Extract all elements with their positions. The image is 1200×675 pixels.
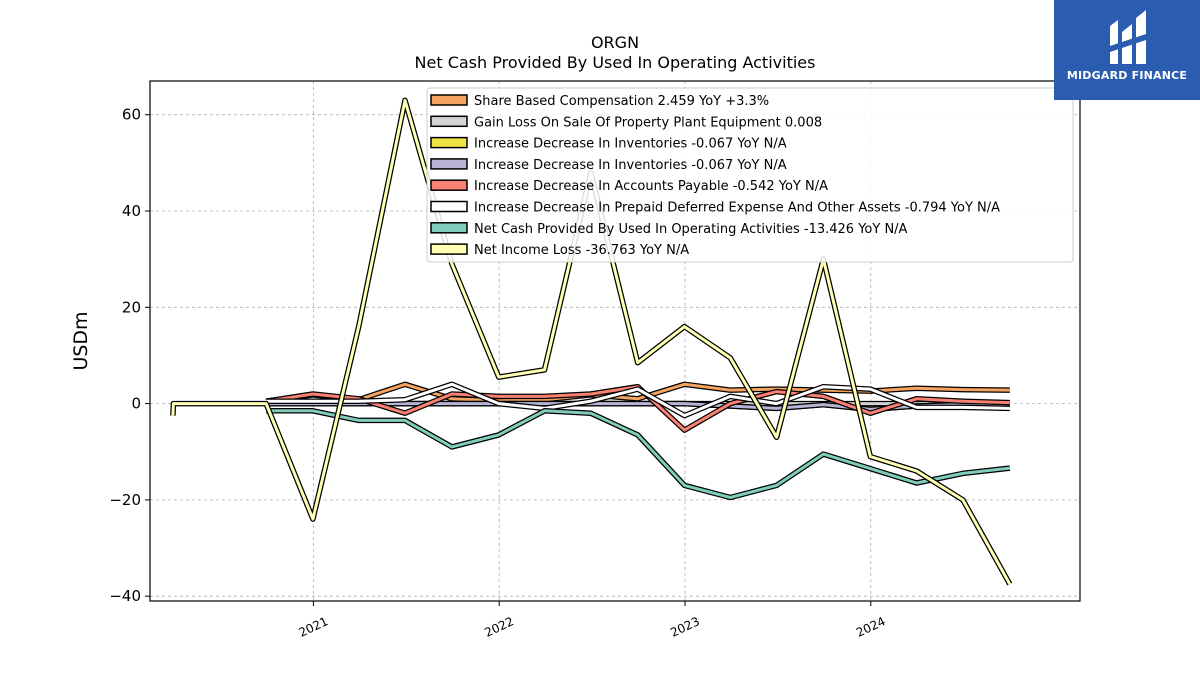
legend-label: Net Cash Provided By Used In Operating A… (474, 222, 908, 237)
chart-subtitle: Net Cash Provided By Used In Operating A… (415, 53, 816, 72)
x-tick-label: 2023 (668, 614, 702, 640)
series-line-6 (266, 408, 1011, 501)
legend-box (426, 87, 1074, 263)
legend-label: Share Based Compensation 2.459 YoY +3.3% (474, 94, 769, 109)
y-tick-label: −20 (109, 491, 141, 509)
legend-label: Increase Decrease In Inventories -0.067 … (474, 158, 787, 173)
legend-label: Increase Decrease In Accounts Payable -0… (474, 179, 828, 194)
legend-swatch (430, 179, 468, 191)
legend-swatch (430, 243, 468, 255)
legend-label: Increase Decrease In Inventories -0.067 … (474, 137, 787, 152)
brand-name: MIDGARD FINANCE (1066, 69, 1188, 82)
x-tick-label: 2024 (854, 614, 888, 640)
plot-frame (149, 80, 1081, 602)
y-tick-label: 60 (122, 106, 141, 124)
series-stroke (266, 409, 1010, 499)
chart-title: ORGN (591, 33, 639, 52)
x-tick-label: 2021 (297, 614, 331, 640)
x-axis: 2021 2022 2023 2024 (297, 601, 888, 640)
legend-swatch (430, 94, 468, 106)
legend-swatch (430, 158, 468, 170)
legend-swatch (430, 136, 468, 149)
legend-swatch (430, 222, 468, 234)
series-stroke (265, 382, 1010, 403)
series-layer (170, 97, 1013, 586)
series-outline (266, 408, 1011, 501)
legend-label: Gain Loss On Sale Of Property Plant Equi… (474, 115, 822, 130)
logo-mark-icon (1110, 10, 1146, 64)
y-tick-label: 0 (131, 395, 141, 413)
legend-swatch (430, 115, 468, 128)
y-tick-label: 20 (122, 298, 141, 316)
y-tick-label: 40 (122, 202, 141, 220)
y-tick-label: −40 (109, 587, 141, 605)
x-tick-label: 2022 (482, 614, 516, 640)
y-axis: −40 −20 0 20 40 60 (109, 106, 150, 605)
legend-label: Net Income Loss -36.763 YoY N/A (474, 243, 689, 258)
series-stroke (266, 382, 1010, 418)
legend: Share Based Compensation 2.459 YoY +3.3%… (426, 87, 1074, 263)
y-axis-label: USDm (70, 311, 92, 370)
series-line-5 (266, 381, 1010, 419)
series-line-0 (265, 381, 1010, 404)
legend-label: Increase Decrease In Prepaid Deferred Ex… (474, 201, 1000, 216)
legend-swatch (430, 200, 468, 213)
brand-logo: MIDGARD FINANCE (1054, 0, 1200, 100)
